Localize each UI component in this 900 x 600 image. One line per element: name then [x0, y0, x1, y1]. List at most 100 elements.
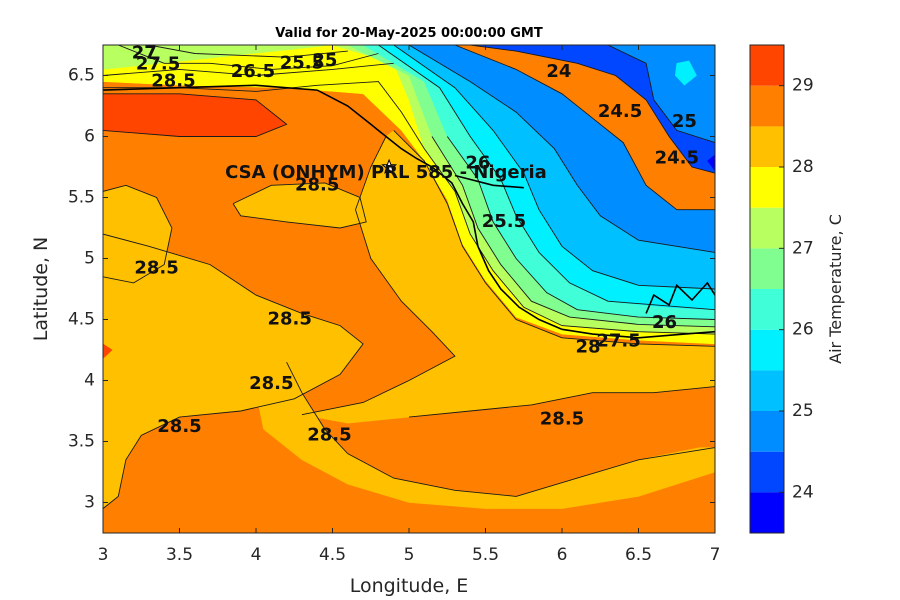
contour-region-17 — [674, 60, 697, 86]
y-tick-label: 5.5 — [68, 188, 95, 208]
y-tick-label: 6 — [84, 127, 95, 147]
colorbar-tick-label: 29 — [792, 76, 814, 96]
colorbar-cell — [750, 248, 784, 289]
contour-label: 25.5 — [482, 211, 526, 232]
coastline-segment-1 — [454, 174, 524, 189]
coastline-segment-0 — [103, 84, 715, 339]
x-tick-label: 6.5 — [625, 545, 652, 565]
x-tick-label: 4 — [251, 545, 262, 565]
colorbar-cells — [750, 45, 784, 533]
colorbar-cell — [750, 370, 784, 411]
y-tick-label: 4 — [84, 371, 95, 391]
contour-line-19 — [103, 184, 173, 284]
contour-region-7 — [103, 343, 113, 359]
x-tick-label: 5.5 — [472, 545, 499, 565]
contour-label: 28.5 — [249, 373, 293, 394]
colorbar: 24 25 26 27 28 29 Air Temperature, C — [749, 44, 845, 534]
contour-line-17 — [408, 386, 715, 418]
contour-label: 28.5 — [267, 309, 311, 330]
contour-line-3 — [148, 45, 348, 58]
colorbar-cell — [750, 85, 784, 127]
colorbar-cell — [750, 289, 784, 330]
contour-line-13 — [607, 45, 715, 144]
chart-title: Valid for 20-May-2025 00:00:00 GMT — [275, 26, 543, 41]
contour-label: 27 — [132, 43, 157, 64]
y-tick-label: 5 — [84, 249, 95, 269]
colorbar-tick-label: 28 — [792, 157, 814, 177]
contour-line-16 — [301, 136, 456, 416]
x-tick-label: 7 — [710, 545, 721, 565]
contour-label: 25 — [672, 111, 697, 132]
contour-label: 28.5 — [540, 409, 584, 430]
contour-line-11 — [454, 45, 715, 211]
contour-label: 25.5 — [280, 52, 324, 73]
x-tick-label: 5 — [404, 545, 415, 565]
colorbar-cell — [750, 329, 784, 371]
colorbar-cell — [750, 451, 784, 493]
y-tick-label: 6.5 — [68, 66, 95, 86]
contour-line-12 — [470, 45, 715, 174]
y-tick-label: 3 — [84, 493, 95, 513]
contour-label: 27.5 — [136, 54, 180, 75]
colorbar-ticks: 24 25 26 27 28 29 — [779, 76, 814, 502]
colorbar-label: Air Temperature, C — [826, 214, 845, 364]
contour-label: 26.5 — [231, 61, 275, 82]
site-markers — [381, 158, 398, 174]
contour-label: 28.5 — [134, 257, 178, 278]
colorbar-tick-label: 26 — [792, 320, 814, 340]
y-axis-ticks: 3 3.5 4 4.5 5 5.5 6 6.5 — [68, 66, 715, 513]
contour-line-10 — [408, 45, 715, 253]
colorbar-cell — [750, 411, 784, 452]
contour-line-4 — [393, 130, 715, 347]
contour-line-15 — [103, 233, 364, 509]
x-tick-label: 3.5 — [166, 545, 193, 565]
colorbar-cell — [750, 207, 784, 249]
colorbar-cell — [750, 126, 784, 167]
contour-line-1 — [103, 62, 394, 76]
coastline-segment-2 — [645, 281, 715, 314]
y-axis-label: Latitude, N — [30, 237, 52, 342]
contour-label: 27.5 — [596, 331, 640, 352]
contour-label: 26 — [465, 152, 490, 173]
contour-label: 25 — [312, 50, 337, 71]
contour-line-9 — [393, 45, 715, 290]
x-axis-ticks: 3 3.5 4 4.5 5 5.5 6 6.5 7 — [98, 45, 721, 565]
colorbar-cell — [750, 492, 784, 533]
site-star-marker — [381, 158, 398, 174]
contour-line-2 — [118, 45, 379, 70]
y-tick-label: 4.5 — [68, 310, 95, 330]
x-tick-label: 6 — [557, 545, 568, 565]
contour-region-18 — [707, 154, 715, 172]
contour-label: 28.5 — [307, 424, 351, 445]
contour-label: 24.5 — [655, 148, 699, 169]
colorbar-tick-label: 24 — [792, 482, 814, 502]
colorbar-tick-label: 25 — [792, 401, 814, 421]
contour-label: 28.5 — [151, 71, 195, 92]
contour-label: 28.5 — [157, 416, 201, 437]
x-tick-label: 3 — [98, 545, 109, 565]
contour-label: 26 — [652, 312, 677, 333]
colorbar-tick-label: 27 — [792, 238, 814, 258]
contour-line-5 — [423, 148, 715, 335]
contour-line-8 — [378, 45, 715, 311]
contour-line-14 — [286, 361, 715, 497]
contour-line-20 — [103, 93, 288, 137]
contour-label: 28.5 — [295, 174, 339, 195]
contour-label: 24.5 — [598, 101, 642, 122]
contour-line-7 — [446, 136, 715, 320]
colorbar-cell — [750, 45, 784, 86]
site-annotation: CSA (ONHYM) PRL 585 - Nigeria — [225, 162, 547, 183]
y-tick-label: 3.5 — [68, 432, 95, 452]
colorbar-frame — [749, 44, 785, 534]
contour-line-18 — [232, 182, 367, 229]
contour-line-6 — [431, 136, 715, 328]
coastline — [103, 84, 715, 339]
contour-label: 24 — [546, 61, 571, 82]
colorbar-cell — [750, 167, 784, 208]
contour-label: 28 — [575, 337, 600, 358]
x-tick-label: 4.5 — [319, 545, 346, 565]
x-axis-label: Longitude, E — [350, 575, 469, 597]
